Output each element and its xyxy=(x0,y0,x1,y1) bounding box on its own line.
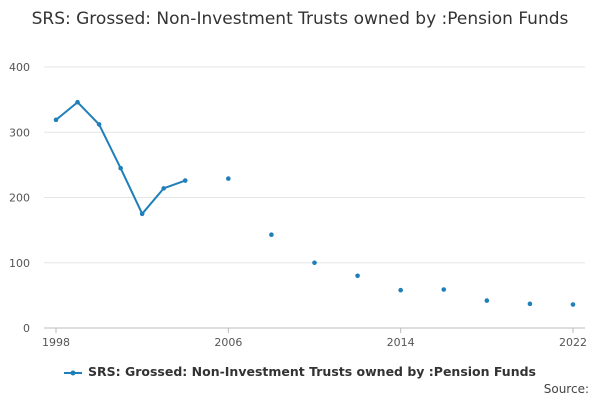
x-tick-label: 1998 xyxy=(42,336,70,349)
legend-swatch xyxy=(64,370,82,375)
data-point xyxy=(53,117,59,123)
data-point xyxy=(312,260,317,266)
data-point xyxy=(139,211,145,217)
y-tick-label: 0 xyxy=(23,322,30,335)
data-point xyxy=(527,301,533,307)
data-point xyxy=(226,176,231,181)
data-point xyxy=(269,232,274,237)
data-point xyxy=(484,298,490,303)
legend[interactable]: SRS: Grossed: Non-Investment Trusts owne… xyxy=(0,364,600,379)
x-tick-label: 2006 xyxy=(214,336,242,349)
x-tick-label: 2022 xyxy=(559,336,587,349)
data-point xyxy=(570,302,576,307)
y-tick-label: 100 xyxy=(9,257,30,270)
legend-label: SRS: Grossed: Non-Investment Trusts owne… xyxy=(88,364,536,379)
y-tick-label: 300 xyxy=(9,126,30,139)
y-tick-label: 400 xyxy=(9,61,30,74)
data-point xyxy=(161,186,167,191)
data-point xyxy=(96,122,102,127)
data-point xyxy=(118,165,123,171)
data-point xyxy=(182,178,188,183)
data-point xyxy=(398,287,403,293)
chart-title: SRS: Grossed: Non-Investment Trusts owne… xyxy=(31,9,569,29)
data-point xyxy=(441,287,447,292)
data-point xyxy=(355,273,360,279)
y-tick-label: 200 xyxy=(9,192,30,205)
source-label: Source: xyxy=(543,382,589,396)
x-tick-label: 2014 xyxy=(387,336,415,349)
data-point xyxy=(75,99,80,105)
